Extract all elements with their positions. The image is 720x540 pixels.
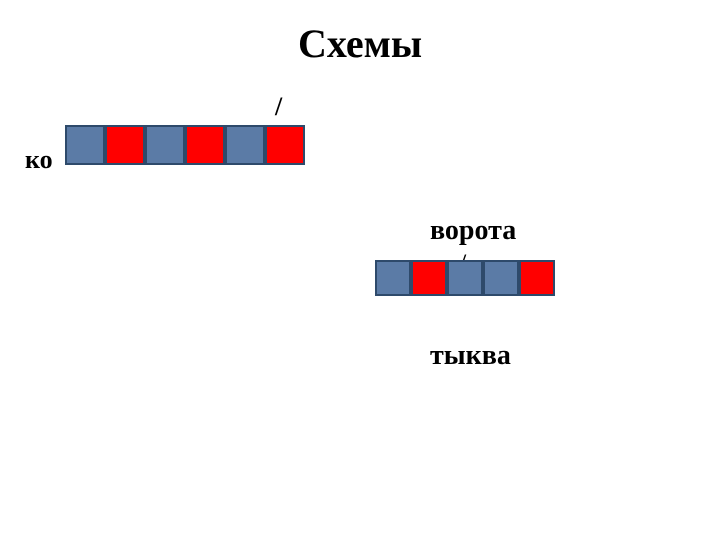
scheme-cell bbox=[411, 260, 447, 296]
scheme-cell bbox=[145, 125, 185, 165]
scheme-cell bbox=[447, 260, 483, 296]
scheme-korova bbox=[65, 125, 305, 165]
word-tykva-label: тыква bbox=[430, 340, 511, 372]
scheme-cell bbox=[225, 125, 265, 165]
scheme-cell bbox=[483, 260, 519, 296]
scheme-cell bbox=[519, 260, 555, 296]
slide-title: Схемы bbox=[0, 20, 720, 67]
word-vorota-label: ворота bbox=[430, 215, 516, 247]
scheme-vorota bbox=[375, 260, 555, 296]
scheme-cell bbox=[65, 125, 105, 165]
scheme-cell bbox=[265, 125, 305, 165]
scheme-cell bbox=[375, 260, 411, 296]
word-korova-stress: / bbox=[275, 92, 282, 122]
word-korova-label: ко bbox=[25, 145, 53, 175]
scheme-cell bbox=[105, 125, 145, 165]
scheme-cell bbox=[185, 125, 225, 165]
slide-stage: Схемы ко / ворота / тыква bbox=[0, 0, 720, 540]
